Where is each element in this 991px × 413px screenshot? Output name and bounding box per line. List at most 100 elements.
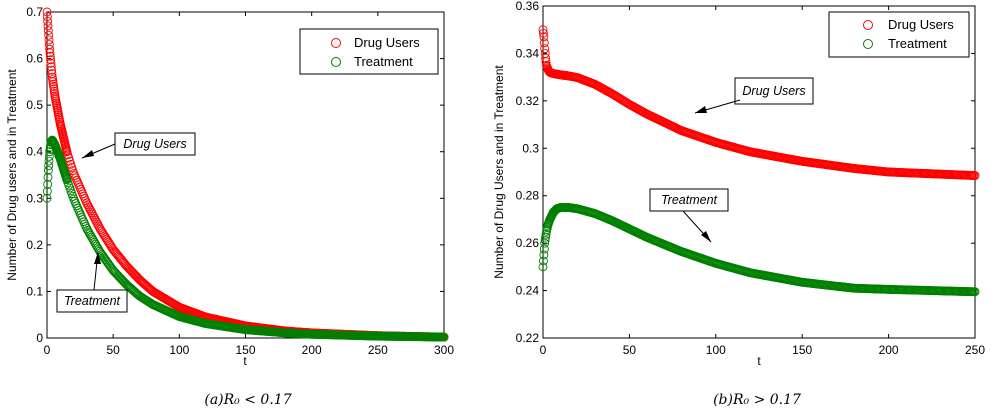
chart-b-y-tick-label: 0.3 — [522, 141, 539, 155]
chart-b-y-axis-label: Number of Drug Users and in Treatment — [492, 65, 506, 279]
chart-b-point-treatment — [541, 229, 551, 239]
chart-b-y-tick-label: 0.26 — [516, 236, 540, 250]
chart-a-y-tick-label: 0.3 — [26, 191, 43, 205]
chart-b-point-drug-users — [539, 32, 549, 42]
chart-a-point-treatment — [42, 186, 52, 196]
chart-a-x-tick-label: 150 — [235, 343, 255, 357]
chart-a-x-tick-label: 50 — [106, 343, 120, 357]
chart-a-legend-marker-drug-users — [331, 38, 341, 48]
chart-b-point-drug-users — [970, 171, 980, 181]
chart-b-y-ticks: 0.22 0.24 0.26 0.28 0.3 0.32 0.34 0.36 — [516, 0, 975, 345]
chart-a-y-tick-label: 0.6 — [26, 52, 43, 66]
chart-b-legend-marker-drug-users — [863, 20, 873, 30]
chart-a-annotation-treatment-box — [56, 289, 128, 313]
chart-b-point-drug-users — [540, 44, 550, 54]
chart-a-point-drug-users — [44, 30, 54, 40]
chart-a-point-drug-users — [45, 48, 55, 58]
chart-a-annotation-drug-users-arrowhead — [82, 150, 94, 158]
chart-a-point-treatment — [43, 172, 53, 182]
chart-a-legend: Drug Users Treatment — [299, 28, 439, 75]
chart-a-x-ticks: 0 50 100 150 200 250 300 — [44, 12, 454, 357]
chart-b-annotation-drug-users-arrowhead — [695, 106, 707, 113]
chart-a-legend-box — [299, 28, 439, 75]
chart-a-point-drug-users — [47, 65, 57, 75]
chart-a-point-drug-users — [43, 16, 53, 26]
chart-a-point-treatment — [44, 151, 54, 161]
chart-a-point-drug-users — [46, 58, 56, 68]
chart-b-point-treatment — [538, 262, 548, 272]
chart-b-legend: Drug Users Treatment — [828, 11, 970, 58]
chart-a-y-ticks: 0 0.1 0.2 0.3 0.4 0.5 0.6 0.7 — [26, 5, 444, 345]
chart-a-y-tick-label: 0.2 — [26, 238, 43, 252]
chart-a-x-tick-label: 200 — [302, 343, 322, 357]
chart-b-point-drug-users — [541, 53, 551, 63]
chart-a-annotation-drug-users: Drug Users — [81, 132, 196, 159]
chart-a-x-tick-label: 250 — [368, 343, 388, 357]
chart-b-y-tick-label: 0.22 — [516, 331, 540, 345]
chart-a-y-tick-label: 0 — [36, 331, 43, 345]
chart-b-caption: (b)R₀ > 0.17 — [713, 392, 801, 408]
chart-b-annotation-treatment-box — [649, 188, 729, 212]
chart-b-point-treatment — [970, 287, 980, 297]
chart-a-point-drug-users — [45, 51, 55, 61]
chart-b-x-tick-label: 200 — [879, 343, 899, 357]
chart-a-point-treatment — [43, 165, 53, 175]
chart-b-x-tick-label: 100 — [706, 343, 726, 357]
chart-b-annotation-drug-users-box — [734, 77, 814, 105]
chart-b-annotation-drug-users: Drug Users — [694, 77, 814, 114]
chart-a-point-treatment — [44, 156, 54, 166]
chart-b-annotation-treatment: Treatment — [649, 188, 729, 243]
chart-b-x-axis-label: t — [757, 354, 761, 368]
chart-b-y-tick-label: 0.28 — [516, 189, 540, 203]
chart-b-point-drug-users — [538, 25, 548, 35]
chart-b: 0.22 0.24 0.26 0.28 0.3 0.32 0.34 0.36 0 50 100 15… — [492, 0, 985, 408]
chart-b-series-treatment — [538, 203, 980, 297]
chart-a-caption: (a)R₀ < 0.17 — [204, 392, 291, 408]
chart-a-y-tick-label: 0.7 — [26, 5, 43, 19]
chart-b-point-treatment — [540, 238, 550, 248]
chart-a-point-treatment — [43, 179, 53, 189]
chart-b-legend-treatment: Treatment — [888, 36, 947, 51]
chart-a-y-tick-label: 0.1 — [26, 284, 43, 298]
chart-a-legend-marker-treatment — [331, 57, 341, 67]
chart-a-series-treatment — [42, 135, 449, 342]
chart-a-point-drug-users — [46, 55, 56, 65]
chart-b-y-tick-label: 0.36 — [516, 0, 540, 13]
chart-a: 0 0.1 0.2 0.3 0.4 0.5 0.6 0.7 0 50 100 150 200 250 30… — [5, 5, 454, 408]
chart-a-annotation-treatment-arrowhead — [94, 252, 101, 264]
chart-b-x-tick-label: 150 — [792, 343, 812, 357]
chart-a-x-tick-label: 100 — [169, 343, 189, 357]
chart-b-annotation-treatment-text: Treatment — [661, 193, 718, 207]
chart-a-annotation-drug-users-text: Drug Users — [123, 137, 186, 151]
chart-b-point-treatment — [539, 250, 549, 260]
chart-a-y-tick-label: 0.4 — [26, 145, 43, 159]
chart-b-annotation-treatment-arrowhead — [701, 231, 711, 242]
chart-b-point-drug-users — [541, 57, 551, 67]
chart-b-point-treatment — [540, 235, 550, 245]
chart-a-x-tick-label: 300 — [434, 343, 454, 357]
chart-b-point-drug-users — [538, 28, 548, 38]
chart-a-point-treatment — [42, 193, 52, 203]
chart-a-annotation-treatment-text: Treatment — [64, 294, 121, 308]
chart-a-point-drug-users — [44, 35, 54, 45]
chart-a-point-drug-users — [46, 62, 56, 72]
chart-a-point-treatment — [44, 161, 54, 171]
chart-a-x-axis-label: t — [243, 354, 247, 368]
chart-a-x-tick-label: 0 — [44, 343, 51, 357]
chart-a-point-drug-users — [42, 7, 52, 17]
chart-a-point-drug-users — [43, 21, 53, 31]
chart-a-annotation-treatment: Treatment — [56, 251, 128, 313]
chart-a-point-drug-users — [45, 44, 55, 54]
chart-b-legend-drug-users: Drug Users — [888, 17, 954, 32]
chart-a-y-tick-label: 0.5 — [26, 98, 43, 112]
chart-b-x-tick-label: 50 — [623, 343, 637, 357]
chart-b-point-treatment — [538, 256, 548, 266]
chart-b-x-tick-label: 0 — [540, 343, 547, 357]
chart-a-point-treatment — [439, 332, 449, 342]
chart-b-y-tick-label: 0.32 — [516, 94, 540, 108]
chart-a-point-drug-users — [42, 12, 52, 22]
chart-b-point-treatment — [539, 244, 549, 254]
chart-b-y-tick-label: 0.24 — [516, 284, 540, 298]
chart-b-x-tick-label: 250 — [965, 343, 985, 357]
